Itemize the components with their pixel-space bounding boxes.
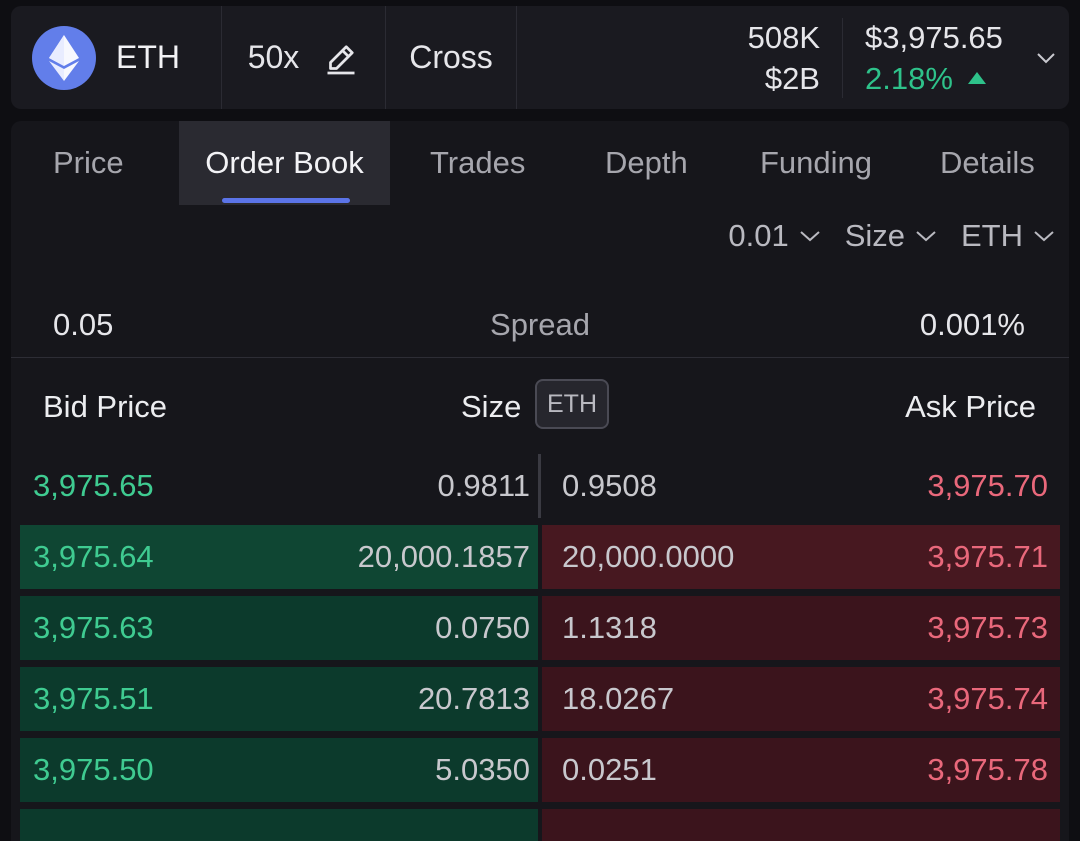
tick-size-select[interactable]: 0.01 [728, 218, 820, 254]
chevron-down-icon [1037, 52, 1055, 63]
ask-depth-bar [542, 809, 1060, 841]
market-header: ETH 50x Cross 508K $2B $3,975.65 2.18% [11, 6, 1069, 109]
divider [11, 357, 1069, 358]
size-header: Size [461, 389, 522, 424]
margin-mode-button[interactable]: Cross [386, 6, 517, 109]
display-mode-select[interactable]: Size [845, 218, 937, 254]
ask-size: 0.9508 [562, 468, 657, 503]
bid-price: 3,975.64 [33, 539, 154, 574]
market-stats: 508K $2B [723, 17, 843, 98]
order-book-row[interactable]: 3,975.63 0.0750 1.1318 3,975.73 [20, 596, 1060, 660]
bid-depth-bar [20, 525, 538, 589]
open-interest-value: $2B [764, 60, 820, 96]
bid-depth-bar [20, 667, 538, 731]
spread-row: 0.05 Spread 0.001% [11, 299, 1069, 355]
order-book-row-partial[interactable] [20, 809, 1060, 841]
ask-price: 3,975.74 [927, 681, 1048, 716]
bid-depth-bar [20, 738, 538, 802]
tab-order-book[interactable]: Order Book [179, 121, 390, 205]
tab-trades[interactable]: Trades [430, 145, 526, 180]
bid-size: 5.0350 [435, 752, 530, 787]
ask-depth-bar [542, 596, 1060, 660]
order-book-row[interactable]: 3,975.50 5.0350 0.0251 3,975.78 [20, 738, 1060, 802]
order-book-row[interactable]: 3,975.65 0.9811 0.9508 3,975.70 [20, 454, 1060, 518]
ask-size: 0.0251 [562, 752, 657, 787]
ask-size: 20,000.0000 [562, 539, 735, 574]
triangle-up-icon [967, 72, 986, 84]
book-center-line [538, 454, 541, 518]
bid-size: 20,000.1857 [357, 539, 530, 574]
tab-funding[interactable]: Funding [760, 145, 873, 180]
price-change-value: 2.18% [865, 60, 953, 96]
ask-depth-bar [542, 525, 1060, 589]
mark-price: $3,975.65 [865, 19, 1003, 55]
ask-size: 18.0267 [562, 681, 675, 716]
ask-depth-bar [542, 667, 1060, 731]
tab-price[interactable]: Price [53, 145, 124, 180]
spread-value: 0.05 [53, 307, 114, 342]
chevron-down-icon [1034, 231, 1054, 242]
header-spacer [517, 6, 723, 109]
ask-depth-bar [542, 738, 1060, 802]
ask-price: 3,975.78 [927, 752, 1048, 787]
active-tab-indicator [222, 198, 350, 203]
leverage-value: 50x [247, 39, 300, 75]
bid-price: 3,975.65 [33, 468, 154, 503]
chevron-down-icon [800, 231, 820, 242]
market-panel: Price Order Book Trades Depth Funding De… [11, 121, 1069, 841]
bid-size: 0.0750 [435, 610, 530, 645]
price-summary: $3,975.65 2.18% [843, 6, 1023, 109]
ask-price: 3,975.71 [927, 539, 1048, 574]
ask-price: 3,975.70 [927, 468, 1048, 503]
order-book-header: Bid Price Size ETH Ask Price [11, 379, 1069, 435]
bid-price: 3,975.63 [33, 610, 154, 645]
ethereum-logo-icon [32, 25, 96, 90]
size-unit-toggle[interactable]: ETH [535, 379, 609, 429]
asset-selector[interactable]: ETH [11, 6, 222, 109]
bid-price-header: Bid Price [43, 389, 168, 424]
order-book-row[interactable]: 3,975.64 20,000.1857 20,000.0000 3,975.7… [20, 525, 1060, 589]
bid-price: 3,975.50 [33, 752, 154, 787]
unit-select[interactable]: ETH [961, 218, 1055, 254]
ask-size: 1.1318 [562, 610, 657, 645]
asset-name: ETH [116, 39, 180, 75]
panel-tabs: Price Order Book Trades Depth Funding De… [11, 121, 1069, 205]
price-change: 2.18% [865, 58, 987, 99]
chevron-down-icon [916, 231, 936, 242]
tab-details[interactable]: Details [940, 145, 1035, 180]
leverage-button[interactable]: 50x [222, 6, 386, 109]
volume-value: 508K [747, 19, 820, 55]
ask-price-header: Ask Price [905, 389, 1036, 424]
margin-mode-label: Cross [409, 39, 493, 75]
tab-depth[interactable]: Depth [605, 145, 688, 180]
order-book-controls: 0.01 Size ETH [704, 216, 1055, 256]
bid-depth-bar [20, 809, 538, 841]
bid-size: 0.9811 [437, 468, 530, 503]
header-expand-button[interactable] [1023, 6, 1069, 109]
bid-size: 20.7813 [417, 681, 530, 716]
pencil-icon [323, 40, 359, 76]
ask-price: 3,975.73 [927, 610, 1048, 645]
order-book-row[interactable]: 3,975.51 20.7813 18.0267 3,975.74 [20, 667, 1060, 731]
bid-price: 3,975.51 [33, 681, 154, 716]
spread-label: Spread [490, 307, 590, 342]
bid-depth-bar [20, 596, 538, 660]
spread-percent: 0.001% [919, 307, 1025, 342]
